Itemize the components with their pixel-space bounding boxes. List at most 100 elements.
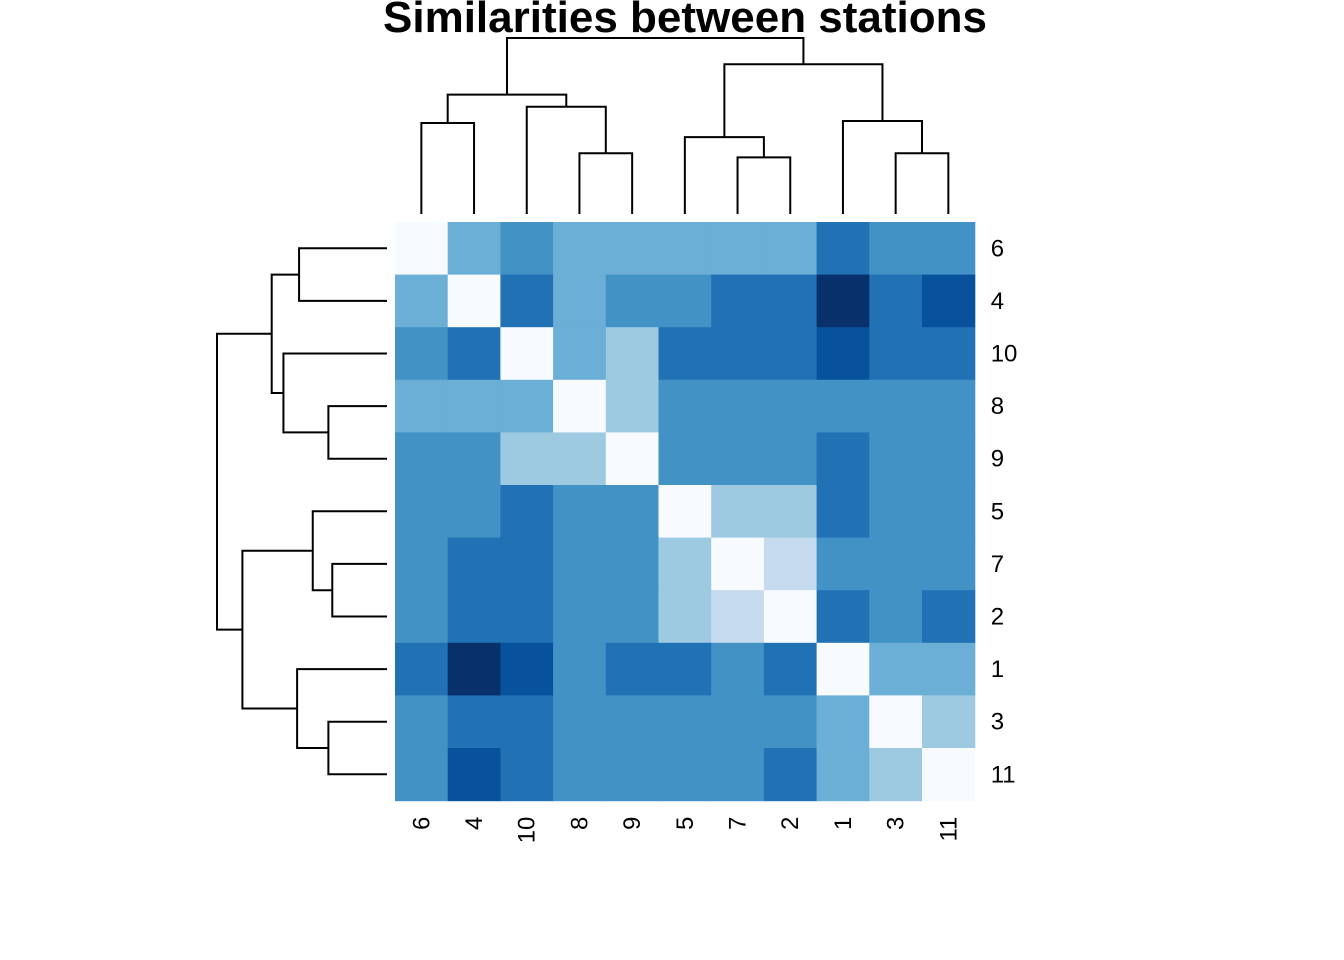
- heatmap-cell-r3-c3: [869, 695, 923, 749]
- heatmap-cell-r6-c8: [553, 222, 607, 276]
- row-tick-labels: 6 4 10 8 9 5 7 2 1 3 11: [991, 235, 1018, 788]
- row-dendrogram-branch: [241, 549, 313, 710]
- heatmap-cell-r5-c11: [922, 485, 976, 539]
- heatmap-cell-r7-c2: [763, 537, 818, 591]
- column-tick-label: 1: [830, 817, 857, 830]
- heatmap-cell-r3-c11: [922, 695, 976, 749]
- column-dendrogram-branch: [525, 105, 607, 214]
- heatmap-cell-r10-c7: [711, 327, 765, 381]
- heatmap-cell-r1-c6: [395, 642, 449, 696]
- heatmap-cell-r11-c6: [395, 748, 449, 802]
- heatmap-cell-r4-c7: [711, 274, 765, 328]
- heatmap-cell-r8-c6: [395, 379, 449, 433]
- column-tick-label: 7: [725, 817, 752, 830]
- heatmap-cell-r2-c2: [763, 590, 818, 644]
- heatmap-cell-r8-c2: [763, 379, 818, 433]
- heatmap-cell-r7-c8: [553, 537, 607, 591]
- heatmap-cell-r8-c7: [711, 379, 765, 433]
- heatmap-cell-r8-c8: [553, 379, 607, 433]
- heatmap-cell-r3-c1: [816, 695, 870, 749]
- heatmap-cell-r3-c7: [711, 695, 765, 749]
- row-dendrogram-branch: [327, 720, 387, 776]
- heatmap-cell-r9-c10: [500, 432, 554, 486]
- heatmap-cell-r2-c3: [869, 590, 923, 644]
- row-dendrogram-branch: [296, 668, 387, 749]
- heatmap-cell-r6-c7: [711, 222, 765, 276]
- heatmap-cell-r9-c2: [763, 432, 818, 486]
- heatmap-cell-r5-c7: [711, 485, 765, 539]
- heatmap-cell-r1-c11: [922, 642, 976, 696]
- row-dendrogram-branch: [311, 510, 387, 592]
- heatmap-cell-r1-c10: [500, 642, 554, 696]
- heatmap-cell-r7-c1: [816, 537, 870, 591]
- heatmap-cell-r2-c7: [711, 590, 765, 644]
- heatmap-cell-r7-c4: [447, 537, 501, 591]
- heatmap-cell-r1-c3: [869, 642, 923, 696]
- heatmap-cell-r6-c3: [869, 222, 923, 276]
- column-dendrogram-branch: [841, 119, 923, 214]
- column-tick-label: 2: [777, 817, 804, 830]
- heatmap-cell-r7-c6: [395, 537, 449, 591]
- row-tick-label: 3: [991, 709, 1004, 736]
- heatmap-cell-r5-c1: [816, 485, 870, 539]
- heatmap-cell-r11-c10: [500, 748, 554, 802]
- column-dendrogram-branch: [578, 152, 634, 214]
- heatmap-cell-r6-c5: [658, 222, 712, 276]
- column-tick-label: 6: [408, 817, 435, 830]
- heatmap-cell-r5-c6: [395, 485, 449, 539]
- heatmap-cell-r9-c7: [711, 432, 765, 486]
- heatmap-cell-r10-c1: [816, 327, 870, 381]
- heatmap-cell-r9-c11: [922, 432, 976, 486]
- heatmap-cell-r3-c8: [553, 695, 607, 749]
- heatmap-cell-r4-c10: [500, 274, 554, 328]
- column-tick-label: 10: [514, 817, 541, 844]
- column-tick-label: 5: [672, 817, 699, 830]
- row-dendrogram-branch: [270, 273, 300, 394]
- column-dendrogram-branch: [505, 37, 805, 95]
- heatmap-cell-r5-c9: [605, 485, 660, 539]
- heatmap-cell-r10-c5: [658, 327, 712, 381]
- row-tick-label: 7: [991, 551, 1004, 578]
- column-tick-label: 8: [566, 817, 593, 830]
- heatmap-cell-r10-c6: [395, 327, 449, 381]
- heatmap-cell-r8-c10: [500, 379, 554, 433]
- heatmap-cell-r7-c7: [711, 537, 765, 591]
- heatmap-cell-r8-c4: [447, 379, 501, 433]
- heatmap-cell-r7-c9: [605, 537, 660, 591]
- heatmap-cell-r1-c5: [658, 642, 712, 696]
- heatmap-cell-r3-c9: [605, 695, 660, 749]
- column-dendrogram-branch: [894, 152, 950, 214]
- heatmap-cell-r5-c8: [553, 485, 607, 539]
- heatmap-cell-r6-c6: [395, 222, 449, 276]
- heatmap-cell-r5-c2: [763, 485, 818, 539]
- heatmap-cell-r7-c10: [500, 537, 554, 591]
- heatmap-cell-r9-c3: [869, 432, 923, 486]
- heatmap-cell-r7-c3: [869, 537, 923, 591]
- heatmap-cell-r7-c11: [922, 537, 976, 591]
- heatmap-cell-r2-c4: [447, 590, 501, 644]
- heatmap-cell-r1-c9: [605, 642, 660, 696]
- heatmap-cell-r9-c9: [605, 432, 660, 486]
- heatmap-cell-r10-c9: [605, 327, 660, 381]
- column-dendrogram-branch: [683, 136, 765, 214]
- heatmap-cell-r11-c9: [605, 748, 660, 802]
- heatmap-cell-r4-c1: [816, 274, 870, 328]
- heatmap-cell-r11-c11: [922, 748, 976, 802]
- heatmap-cell-r11-c3: [869, 748, 923, 802]
- heatmap-cell-r4-c2: [763, 274, 818, 328]
- heatmap-cell-r1-c8: [553, 642, 607, 696]
- column-dendrogram-branch: [446, 93, 568, 123]
- heatmap-cell-r10-c8: [553, 327, 607, 381]
- heatmap-cell-r9-c4: [447, 432, 501, 486]
- heatmap-cell-r1-c2: [763, 642, 818, 696]
- heatmap-cell-r3-c2: [763, 695, 818, 749]
- heatmap-cell-r4-c8: [553, 274, 607, 328]
- column-tick-label: 11: [935, 817, 962, 842]
- heatmap-cell-r10-c4: [447, 327, 501, 381]
- heatmap-cell-r10-c2: [763, 327, 818, 381]
- row-dendrogram-branch: [298, 247, 387, 302]
- heatmap-cell-r2-c1: [816, 590, 870, 644]
- heatmap-cell-r9-c1: [816, 432, 870, 486]
- heatmap-cell-r11-c2: [763, 748, 818, 802]
